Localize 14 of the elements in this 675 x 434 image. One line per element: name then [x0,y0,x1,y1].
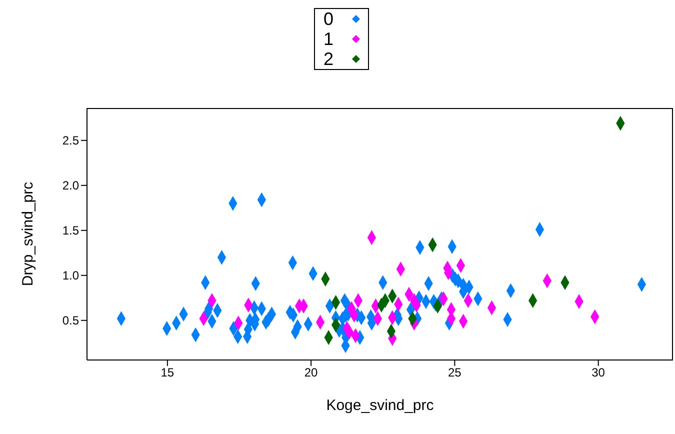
y-tick-label: 0.5 [62,314,80,328]
y-tick-label: 2.5 [62,134,80,148]
x-tick-label: 15 [160,366,174,380]
legend-label: 0 [323,9,334,29]
x-tick-label: 20 [304,366,318,380]
legend-label: 2 [323,49,334,69]
y-tick-label: 2.0 [62,178,80,193]
x-tick-label: 25 [448,366,462,380]
x-axis-title: Koge_svind_prc [326,397,434,414]
y-tick-label: 1.5 [62,224,80,238]
y-axis-title: Dryp_svind_prc [19,181,36,286]
y-tick-label: 1.0 [62,268,80,283]
x-tick-label: 30 [592,366,606,380]
legend-label: 1 [323,29,334,49]
